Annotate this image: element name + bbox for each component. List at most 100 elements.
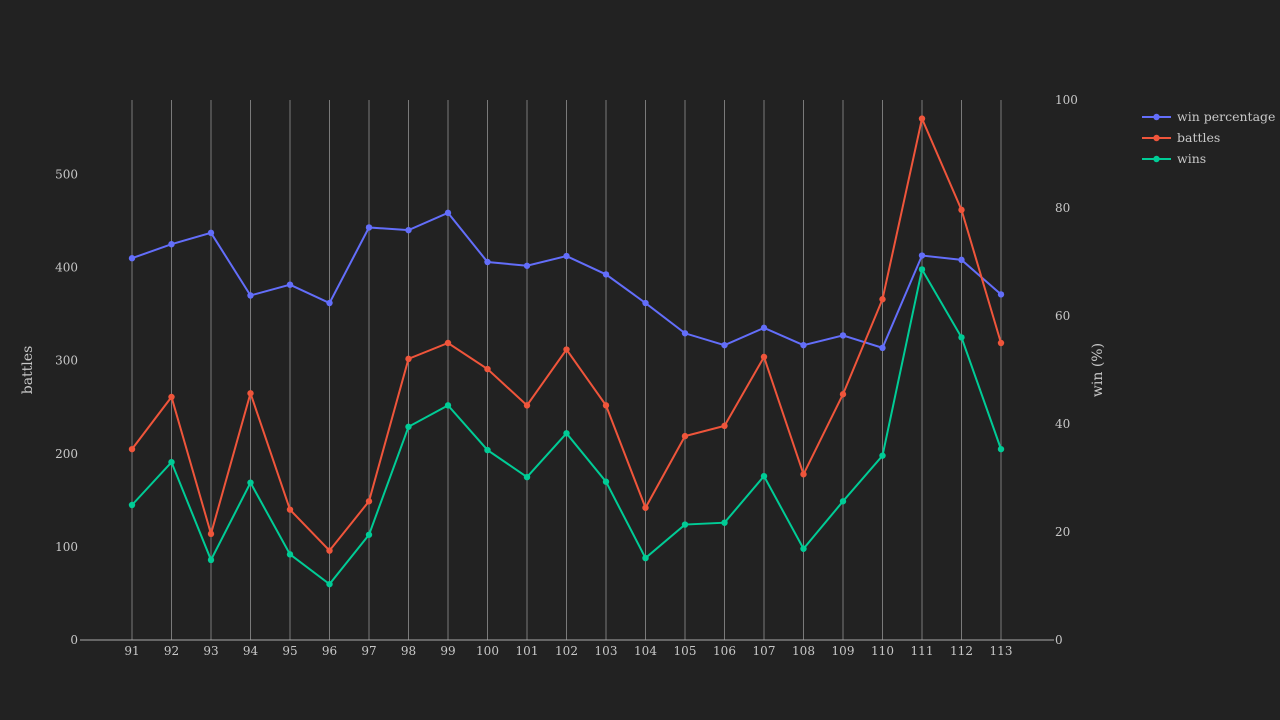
- legend-item-win-percentage[interactable]: win percentage: [1142, 109, 1275, 124]
- x-tick-labels: 91 92 93 94 95 96 97 98 99 100 101 102 103 104 105 106 1…: [124, 644, 1012, 658]
- x-tick-label: 108: [792, 644, 815, 658]
- x-tick-label: 99: [440, 644, 455, 658]
- right-y-tick-label: 60: [1055, 309, 1070, 323]
- point-win-percentage-93[interactable]: [207, 229, 215, 237]
- point-wins-110[interactable]: [879, 452, 886, 459]
- point-battles-94[interactable]: [247, 390, 254, 397]
- point-wins-104[interactable]: [642, 554, 649, 562]
- x-tick-label: 94: [243, 644, 259, 658]
- point-win-percentage-110[interactable]: [879, 344, 886, 352]
- x-tick-label: 110: [871, 644, 894, 658]
- x-tick-label: 107: [753, 644, 776, 658]
- right-y-axis-title: win (%): [1090, 343, 1106, 397]
- x-tick-label: 109: [832, 644, 855, 658]
- x-tick-label: 112: [950, 644, 973, 658]
- point-win-percentage-111[interactable]: [918, 252, 926, 259]
- x-tick-label: 104: [634, 644, 657, 658]
- point-win-percentage-100[interactable]: [484, 258, 491, 266]
- point-battles-93[interactable]: [207, 530, 215, 538]
- point-wins-102[interactable]: [563, 430, 570, 437]
- point-win-percentage-99[interactable]: [444, 209, 452, 217]
- point-win-percentage-106[interactable]: [721, 341, 728, 349]
- left-y-tick-labels: 0 100 200 300 400 500: [55, 167, 78, 647]
- legend-label: win percentage: [1177, 109, 1275, 124]
- point-battles-104[interactable]: [642, 504, 649, 511]
- point-battles-101[interactable]: [523, 402, 531, 409]
- point-battles-96[interactable]: [326, 547, 333, 554]
- legend[interactable]: win percentage battles wins: [1142, 109, 1275, 166]
- point-win-percentage-98[interactable]: [405, 226, 412, 234]
- point-wins-105[interactable]: [681, 521, 689, 528]
- point-win-percentage-95[interactable]: [286, 281, 294, 288]
- point-battles-102[interactable]: [563, 346, 570, 353]
- point-wins-94[interactable]: [247, 479, 254, 486]
- legend-swatch-marker: [1153, 155, 1160, 163]
- point-battles-106[interactable]: [721, 422, 728, 430]
- point-battles-99[interactable]: [444, 339, 452, 347]
- point-win-percentage-91[interactable]: [128, 255, 136, 262]
- point-win-percentage-107[interactable]: [760, 324, 768, 332]
- point-battles-92[interactable]: [168, 393, 175, 401]
- point-win-percentage-102[interactable]: [563, 252, 570, 260]
- vertical-grid: [131, 100, 1002, 640]
- legend-label: wins: [1177, 151, 1206, 166]
- point-battles-108[interactable]: [800, 471, 807, 478]
- point-battles-97[interactable]: [365, 498, 373, 505]
- point-wins-95[interactable]: [286, 551, 294, 558]
- point-battles-111[interactable]: [918, 115, 926, 122]
- point-wins-103[interactable]: [602, 478, 610, 485]
- point-wins-93[interactable]: [207, 556, 215, 564]
- series-wins: [128, 266, 1005, 588]
- point-battles-105[interactable]: [681, 432, 689, 440]
- point-win-percentage-105[interactable]: [681, 330, 689, 337]
- point-win-percentage-97[interactable]: [365, 224, 373, 231]
- point-win-percentage-92[interactable]: [168, 240, 175, 248]
- point-wins-106[interactable]: [721, 519, 728, 526]
- point-battles-112[interactable]: [958, 206, 965, 214]
- point-battles-98[interactable]: [405, 355, 412, 363]
- point-wins-113[interactable]: [997, 445, 1005, 453]
- point-battles-95[interactable]: [286, 506, 294, 513]
- left-y-tick-label: 500: [55, 167, 78, 181]
- point-battles-103[interactable]: [602, 402, 610, 409]
- point-wins-109[interactable]: [839, 498, 847, 505]
- point-win-percentage-113[interactable]: [997, 291, 1005, 298]
- point-battles-113[interactable]: [997, 339, 1005, 347]
- point-battles-107[interactable]: [760, 353, 768, 361]
- point-win-percentage-101[interactable]: [523, 262, 531, 269]
- point-wins-100[interactable]: [484, 446, 491, 454]
- x-tick-label: 93: [203, 644, 218, 658]
- left-y-tick-label: 100: [55, 540, 78, 554]
- point-battles-91[interactable]: [128, 445, 136, 453]
- left-y-axis-title: battles: [20, 346, 36, 395]
- point-wins-107[interactable]: [760, 472, 768, 480]
- point-wins-111[interactable]: [918, 266, 926, 273]
- point-win-percentage-94[interactable]: [247, 292, 254, 299]
- legend-item-battles[interactable]: battles: [1142, 130, 1220, 145]
- point-win-percentage-108[interactable]: [800, 341, 807, 349]
- point-win-percentage-112[interactable]: [958, 256, 965, 264]
- point-wins-98[interactable]: [405, 423, 412, 430]
- point-battles-100[interactable]: [484, 365, 491, 373]
- point-wins-92[interactable]: [168, 458, 175, 466]
- point-wins-99[interactable]: [444, 402, 452, 409]
- point-wins-112[interactable]: [958, 334, 965, 341]
- point-wins-101[interactable]: [523, 473, 531, 481]
- point-battles-109[interactable]: [839, 391, 847, 398]
- point-win-percentage-103[interactable]: [602, 271, 610, 278]
- point-wins-91[interactable]: [128, 501, 136, 509]
- point-wins-108[interactable]: [800, 545, 807, 552]
- left-y-tick-label: 400: [55, 261, 78, 275]
- point-win-percentage-96[interactable]: [326, 299, 333, 307]
- legend-item-wins[interactable]: wins: [1142, 151, 1206, 166]
- point-win-percentage-109[interactable]: [839, 332, 847, 339]
- point-wins-96[interactable]: [326, 580, 333, 588]
- x-tick-label: 111: [911, 644, 934, 658]
- legend-swatch-marker: [1153, 113, 1160, 121]
- x-tick-label: 97: [361, 644, 376, 658]
- x-tick-label: 101: [516, 644, 539, 658]
- point-win-percentage-104[interactable]: [642, 299, 649, 307]
- point-battles-110[interactable]: [879, 296, 886, 303]
- point-wins-97[interactable]: [365, 531, 373, 538]
